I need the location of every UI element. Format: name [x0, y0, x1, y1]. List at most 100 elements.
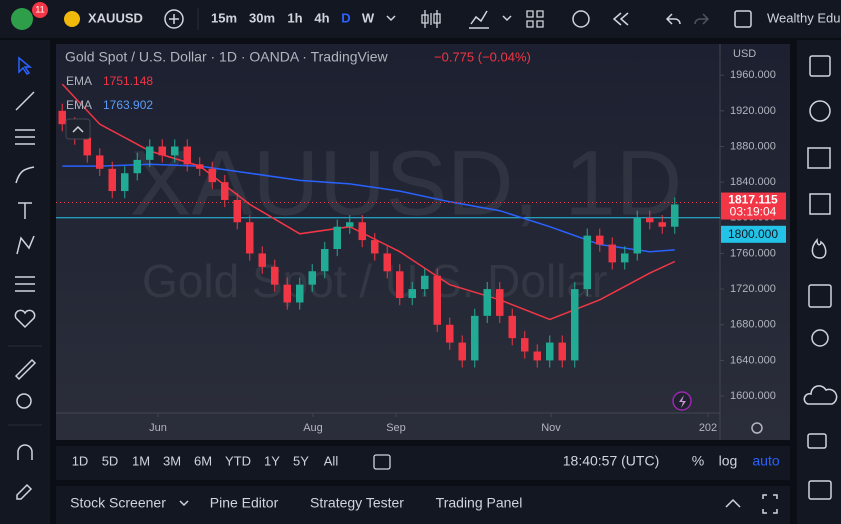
candle-body [146, 146, 154, 160]
screener-menu[interactable] [179, 500, 189, 507]
alerts[interactable] [809, 100, 831, 122]
redo[interactable] [694, 13, 710, 25]
watchlist[interactable] [809, 55, 831, 77]
candle-body [296, 284, 304, 303]
badge-count: 11 [35, 4, 44, 14]
candle-body [596, 235, 604, 245]
candle-body [183, 146, 191, 165]
x-tick-label: Sep [386, 422, 406, 434]
range-button[interactable]: 1D [72, 453, 89, 468]
candle-body [383, 253, 391, 272]
chats[interactable] [807, 433, 827, 449]
alert[interactable] [572, 10, 590, 28]
line-tool[interactable] [15, 91, 35, 111]
candle-body [446, 324, 454, 343]
range-button[interactable]: YTD [225, 453, 251, 468]
symbol-icon [64, 11, 80, 27]
axis-option[interactable]: % [692, 453, 704, 469]
data-window[interactable] [809, 193, 831, 215]
candle-body [108, 168, 116, 192]
candle-body [83, 137, 91, 156]
clock[interactable]: 18:40:57 (UTC) [563, 453, 659, 469]
calendar[interactable] [808, 284, 832, 308]
candle-body [583, 235, 591, 290]
candle-body [308, 271, 316, 285]
account[interactable]: Wealthy Edu [767, 10, 840, 25]
forecast-tool[interactable] [15, 276, 35, 292]
range-button[interactable]: 6M [194, 453, 212, 468]
interval[interactable]: 4h [314, 10, 329, 25]
lock-tool[interactable] [16, 483, 33, 500]
chart-type[interactable] [421, 10, 441, 28]
layout[interactable] [526, 10, 544, 28]
y-tick-label: 1840.000 [730, 176, 776, 188]
price-change: −0.775 (−0.04%) [434, 49, 531, 64]
magnet-tool[interactable] [17, 444, 33, 460]
panel-tab[interactable]: Trading Panel [436, 495, 523, 511]
candle-body [458, 342, 466, 361]
symbol[interactable]: XAUUSD [88, 10, 143, 25]
sidebar-icons [803, 55, 838, 500]
fib-tool[interactable] [15, 129, 35, 145]
add-symbol[interactable] [164, 9, 184, 29]
candle-body [483, 289, 491, 316]
panel-tab[interactable]: Strategy Tester [310, 495, 404, 511]
axis-option[interactable]: log [719, 453, 738, 469]
interval[interactable]: W [362, 10, 375, 25]
watermark-name: Gold Spot / U.S. Dollar [142, 255, 607, 307]
messages[interactable] [808, 480, 832, 500]
plot-area [56, 83, 720, 368]
price-label-bg [721, 192, 786, 220]
left-toolbar [0, 40, 50, 524]
range-button[interactable]: 3M [163, 453, 181, 468]
cursor-tool[interactable] [18, 56, 33, 75]
indicators[interactable] [469, 10, 489, 29]
streams[interactable] [803, 385, 838, 405]
icons-tool[interactable] [14, 309, 36, 329]
hotlists[interactable] [811, 238, 827, 259]
ideas[interactable] [811, 329, 829, 347]
candle-body [371, 240, 379, 254]
candle-body [258, 253, 266, 267]
range-button[interactable]: 1M [132, 453, 150, 468]
range-button[interactable]: 5D [102, 453, 119, 468]
pattern-tool[interactable] [16, 235, 35, 255]
legend-collapse[interactable] [65, 118, 91, 140]
fullscreen[interactable] [762, 494, 778, 514]
candle-body [658, 222, 666, 227]
range-button[interactable]: All [324, 453, 339, 468]
candle-body [346, 222, 354, 227]
range-button[interactable]: 1Y [264, 453, 280, 468]
option-group: % log auto [692, 453, 780, 469]
brush-tool[interactable] [15, 166, 35, 184]
layout-icon[interactable] [734, 10, 752, 28]
replay[interactable] [612, 12, 629, 26]
candle-body [96, 155, 104, 169]
interval[interactable]: 30m [249, 10, 275, 25]
zoom-tool[interactable] [16, 393, 32, 409]
settings[interactable] [751, 422, 763, 434]
x-tick-label: 202 [699, 422, 717, 434]
range-button[interactable]: 5Y [293, 453, 309, 468]
news[interactable] [807, 147, 831, 169]
panel-tab[interactable]: Stock Screener [70, 495, 166, 511]
interval[interactable]: 15m [211, 10, 237, 25]
logo[interactable] [11, 8, 33, 30]
measure-tool[interactable] [14, 358, 37, 381]
maximize-panel[interactable] [725, 498, 741, 508]
undo[interactable] [665, 13, 681, 25]
text-tool[interactable] [18, 202, 32, 219]
currency[interactable]: USD [733, 48, 756, 60]
panel-tab[interactable]: Pine Editor [210, 495, 279, 511]
chart-title: Gold Spot / U.S. Dollar · 1D · OANDA · T… [65, 49, 389, 65]
interval[interactable]: 1h [287, 10, 302, 25]
goto-date[interactable] [373, 454, 391, 470]
interval[interactable]: D [341, 10, 350, 25]
candle-body [121, 173, 129, 192]
y-tick-label: 1640.000 [730, 354, 776, 366]
candle-body [408, 289, 416, 299]
axis-option[interactable]: auto [752, 453, 779, 469]
interval-menu[interactable] [386, 15, 396, 22]
indicators-menu[interactable] [502, 15, 512, 22]
candle-body [358, 222, 366, 241]
